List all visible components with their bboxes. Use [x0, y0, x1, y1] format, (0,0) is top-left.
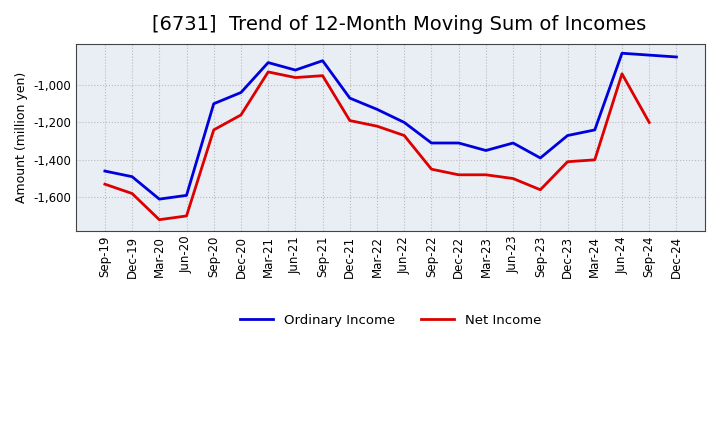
- Ordinary Income: [427, 140, 436, 146]
- Net Income: [318, 73, 327, 78]
- Net Income: [645, 120, 654, 125]
- Ordinary Income: [127, 174, 136, 180]
- Ordinary Income: [182, 193, 191, 198]
- Net Income: [373, 124, 382, 129]
- Ordinary Income: [101, 169, 109, 174]
- Legend: Ordinary Income, Net Income: Ordinary Income, Net Income: [235, 308, 546, 332]
- Text: [6731]  Trend of 12-Month Moving Sum of Incomes: [6731] Trend of 12-Month Moving Sum of I…: [152, 15, 646, 34]
- Net Income: [237, 112, 246, 117]
- Ordinary Income: [509, 140, 518, 146]
- Net Income: [536, 187, 544, 192]
- Ordinary Income: [672, 54, 680, 59]
- Net Income: [127, 191, 136, 196]
- Ordinary Income: [454, 140, 463, 146]
- Net Income: [563, 159, 572, 165]
- Net Income: [346, 118, 354, 123]
- Line: Ordinary Income: Ordinary Income: [105, 53, 676, 199]
- Ordinary Income: [210, 101, 218, 106]
- Net Income: [454, 172, 463, 177]
- Ordinary Income: [155, 197, 163, 202]
- Ordinary Income: [318, 58, 327, 63]
- Ordinary Income: [563, 133, 572, 138]
- Net Income: [482, 172, 490, 177]
- Net Income: [101, 182, 109, 187]
- Net Income: [427, 167, 436, 172]
- Net Income: [210, 127, 218, 132]
- Ordinary Income: [482, 148, 490, 153]
- Ordinary Income: [346, 95, 354, 101]
- Ordinary Income: [536, 155, 544, 161]
- Net Income: [590, 157, 599, 162]
- Ordinary Income: [373, 107, 382, 112]
- Net Income: [618, 71, 626, 77]
- Ordinary Income: [400, 120, 408, 125]
- Line: Net Income: Net Income: [105, 72, 649, 220]
- Ordinary Income: [590, 127, 599, 132]
- Net Income: [182, 213, 191, 219]
- Net Income: [509, 176, 518, 181]
- Net Income: [155, 217, 163, 222]
- Ordinary Income: [291, 67, 300, 73]
- Y-axis label: Amount (million yen): Amount (million yen): [15, 72, 28, 203]
- Net Income: [264, 70, 272, 75]
- Ordinary Income: [237, 90, 246, 95]
- Ordinary Income: [264, 60, 272, 65]
- Net Income: [400, 133, 408, 138]
- Net Income: [291, 75, 300, 80]
- Ordinary Income: [618, 51, 626, 56]
- Ordinary Income: [645, 52, 654, 58]
